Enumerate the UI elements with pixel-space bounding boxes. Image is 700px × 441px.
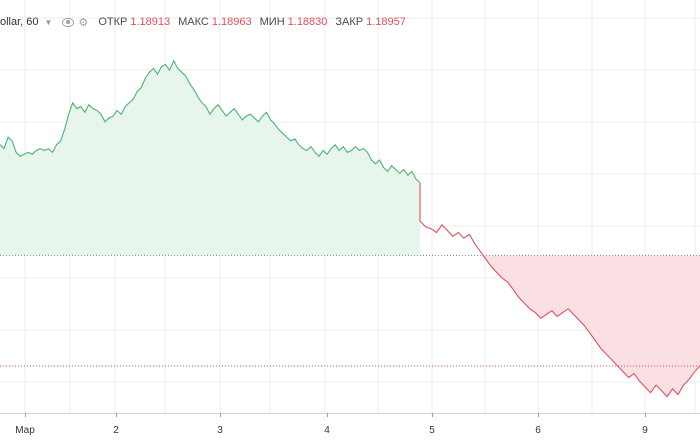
area-fill-down [420,255,700,397]
x-axis-tick [538,413,539,417]
price-line-up [0,59,421,184]
low-value: 1.18830 [287,16,328,28]
low-label: МИН [259,16,285,28]
x-axis-label: Мар [15,425,35,436]
symbol-label: ollar, 60 [0,16,39,28]
high-label: МАКС [178,16,209,28]
x-axis-tick [116,413,117,417]
area-fill-up [0,60,420,256]
chevron-down-icon[interactable]: ▼ [44,17,53,27]
eye-icon[interactable] [62,17,75,27]
time-axis[interactable]: Мар 2 3 4 5 6 9 [0,413,700,441]
price-line-down [419,182,700,398]
x-axis-label: 6 [535,425,541,436]
x-axis-label: 2 [113,425,119,436]
open-label: ОТКР [98,16,128,28]
close-value: 1.18957 [366,16,406,28]
open-value: 1.18913 [130,16,171,28]
x-axis-label: 9 [642,425,648,436]
high-value: 1.18963 [211,16,252,28]
ohlc-legend: ollar, 60 ▼ ⚙ ОТКР 1.18913 МАКС 1.18963 … [0,14,406,30]
x-axis-label: 3 [217,425,223,436]
close-label: ЗАКР [335,16,364,28]
x-axis-label: 4 [324,425,330,436]
x-axis-tick [645,413,646,417]
gear-icon[interactable]: ⚙ [78,16,89,29]
x-axis-tick [327,413,328,417]
x-axis-tick [432,413,433,417]
price-chart[interactable] [0,0,700,413]
x-axis-tick [25,413,26,417]
x-axis-label: 5 [429,425,435,436]
x-axis-tick [220,413,221,417]
